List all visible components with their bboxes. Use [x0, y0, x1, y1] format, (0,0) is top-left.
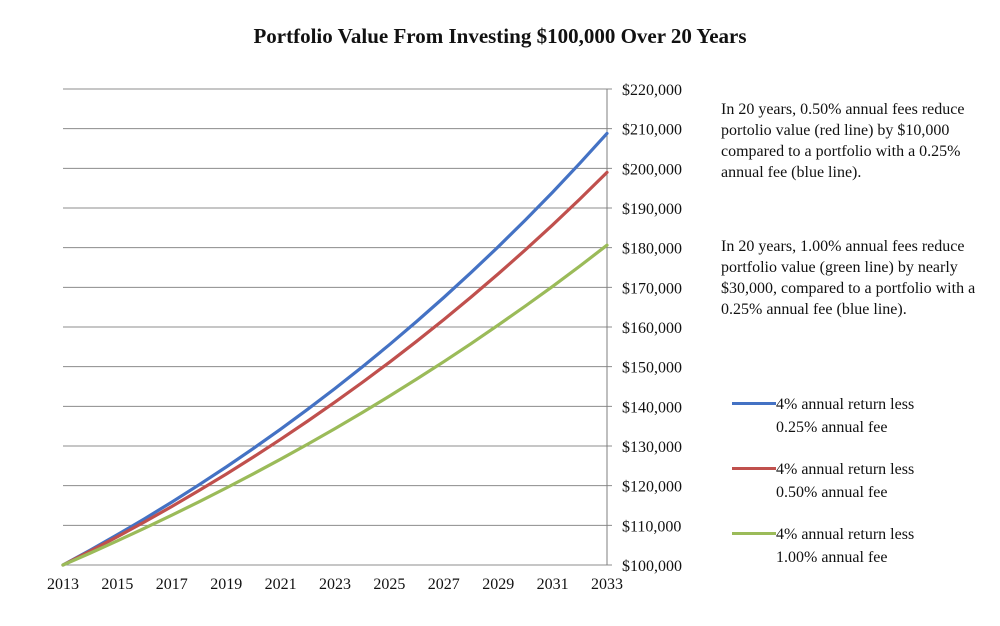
legend-swatch-red [732, 467, 776, 470]
x-tick-label: 2027 [428, 576, 460, 593]
legend-label: 4% annual return less 1.00% annual fee [776, 526, 915, 566]
x-tick-label: 2017 [156, 576, 188, 593]
legend-item-blue: 4% annual return less 0.25% annual fee [732, 393, 992, 439]
y-tick-label: $140,000 [622, 399, 682, 416]
y-tick-label: $170,000 [622, 280, 682, 297]
y-tick-label: $200,000 [622, 161, 682, 178]
y-tick-label: $150,000 [622, 360, 682, 377]
legend-item-green: 4% annual return less 1.00% annual fee [732, 523, 992, 569]
x-tick-label: 2033 [591, 576, 623, 593]
y-tick-label: $120,000 [622, 479, 682, 496]
gridlines [63, 88, 612, 566]
legend-label: 4% annual return less 0.25% annual fee [776, 396, 915, 436]
legend-swatch-green [732, 532, 776, 535]
x-tick-label: 2031 [537, 576, 569, 593]
annotation-fee-050: In 20 years, 0.50% annual fees reduce po… [721, 101, 965, 181]
series-lines [61, 131, 609, 567]
x-tick-label: 2015 [101, 576, 133, 593]
legend-label: 4% annual return less 0.50% annual fee [776, 461, 915, 501]
chart-title: Portfolio Value From Investing $100,000 … [253, 24, 747, 48]
x-tick-label: 2021 [265, 576, 297, 593]
legend-swatch-blue [732, 402, 776, 405]
y-tick-label: $190,000 [622, 201, 682, 218]
y-tick-label: $180,000 [622, 241, 682, 258]
series-line-2 [61, 243, 609, 567]
y-tick-label: $210,000 [622, 122, 682, 139]
x-tick-label: 2023 [319, 576, 351, 593]
series-line-1 [61, 170, 609, 567]
y-tick-label: $160,000 [622, 320, 682, 337]
x-tick-label: 2029 [482, 576, 514, 593]
y-tick-labels: $100,000 $110,000 $120,000 $130,000 $140,000… [622, 82, 682, 575]
y-tick-label: $130,000 [622, 439, 682, 456]
x-tick-label: 2025 [373, 576, 405, 593]
y-tick-label: $110,000 [622, 518, 681, 535]
series-line-0 [61, 131, 609, 567]
y-tick-label: $220,000 [622, 82, 682, 99]
x-tick-label: 2019 [210, 576, 242, 593]
y-tick-label: $100,000 [622, 558, 682, 575]
annotation-fee-100: In 20 years, 1.00% annual fees reduce po… [721, 238, 976, 318]
x-tick-labels: 2013 2015 2017 2019 2021 2023 2025 2027 2029 2031… [47, 576, 623, 593]
x-tick-label: 2013 [47, 576, 79, 593]
legend-item-red: 4% annual return less 0.50% annual fee [732, 458, 992, 504]
